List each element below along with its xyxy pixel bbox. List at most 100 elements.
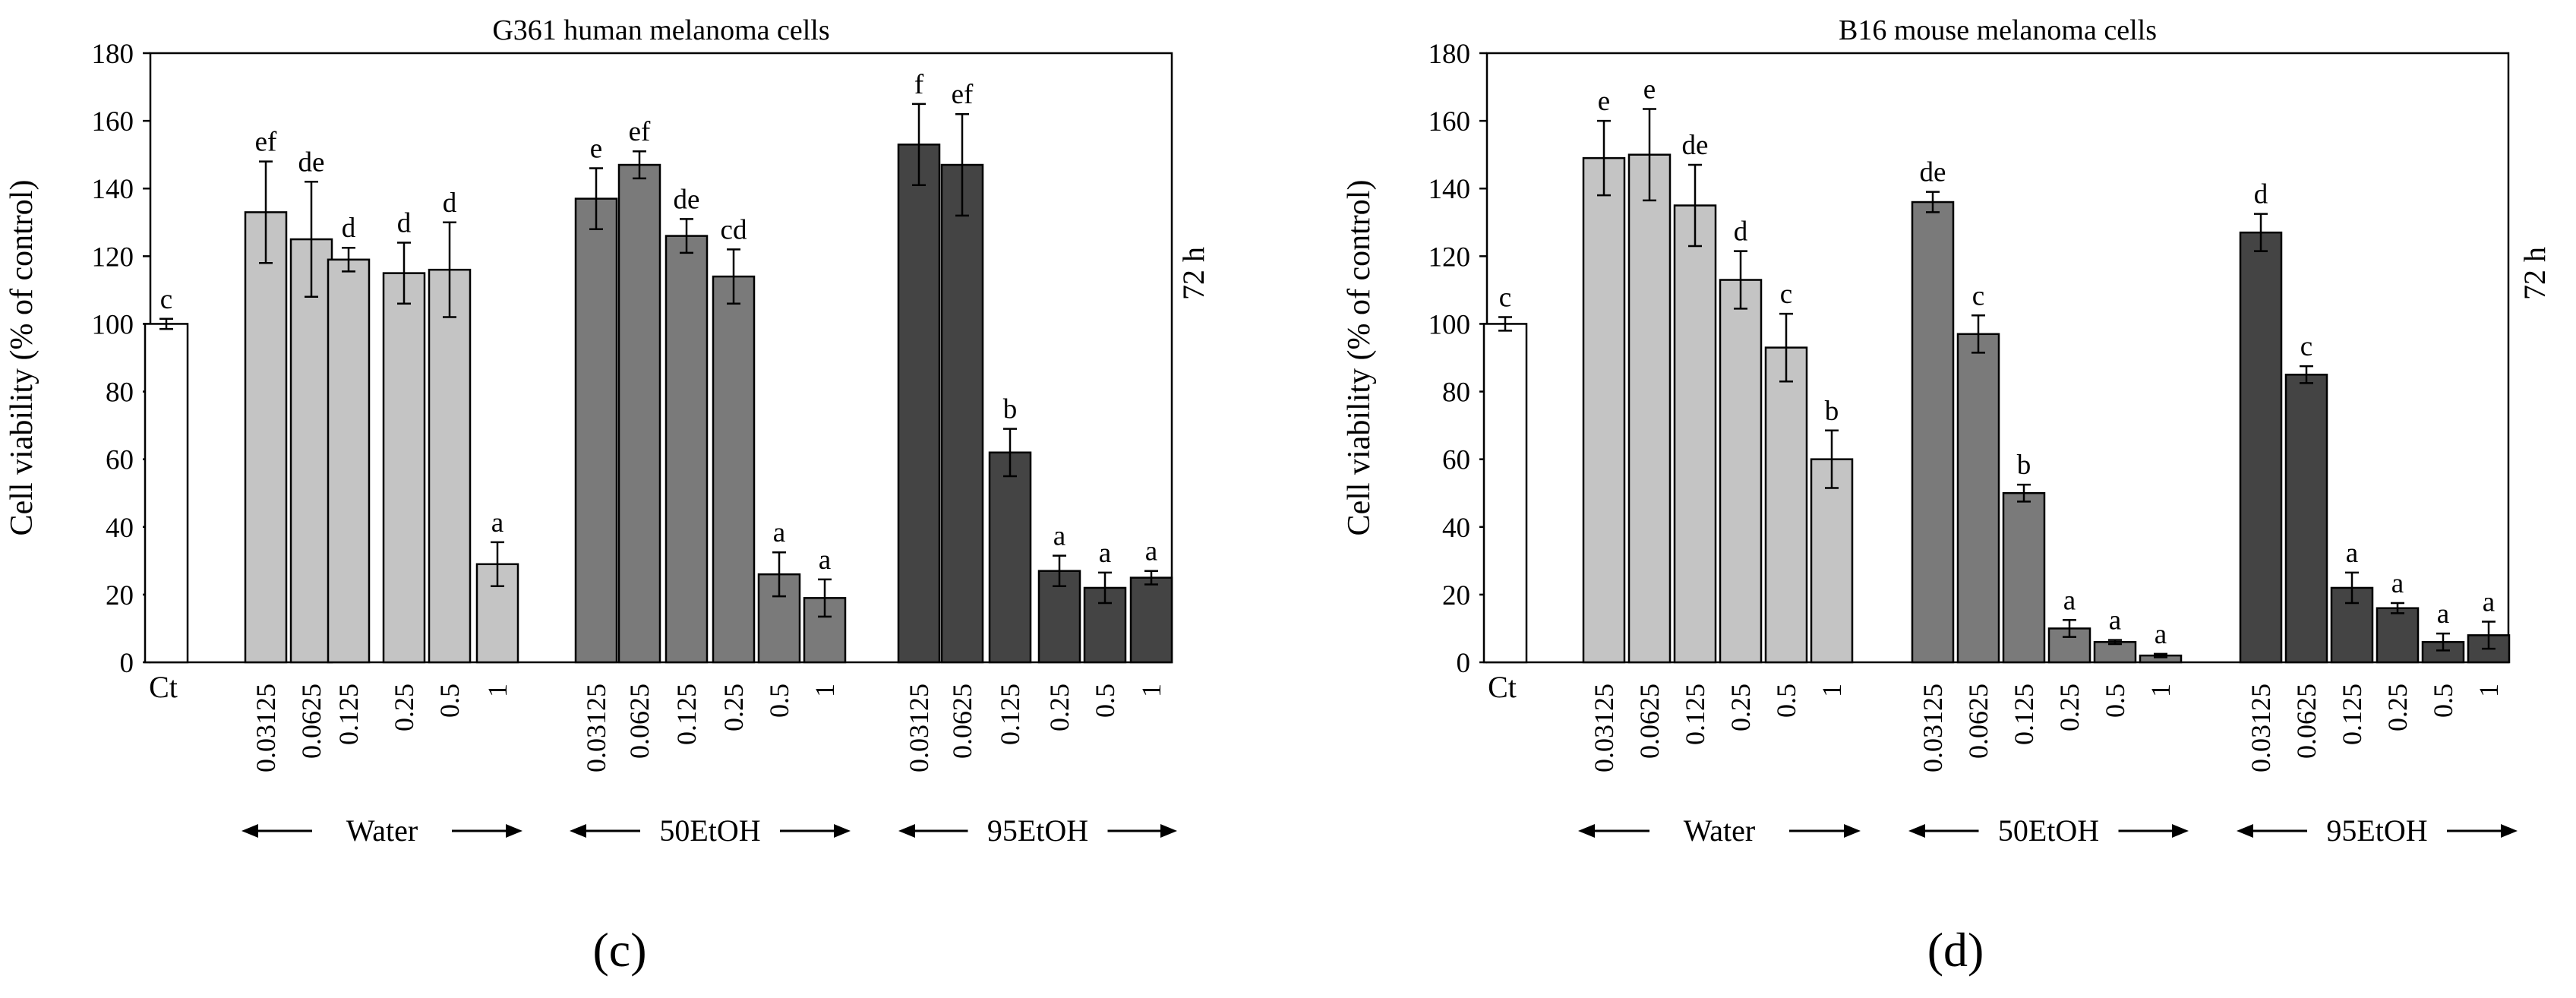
chart-title: B16 mouse melanoma cells xyxy=(1839,14,2157,46)
group-arrow-left-head xyxy=(570,824,586,838)
time-label: 72 h xyxy=(2518,247,2552,300)
significance-letter: a xyxy=(773,517,785,548)
significance-letter: de xyxy=(1682,130,1709,161)
group-arrow-left-head xyxy=(1578,824,1595,838)
x-tick-label: 0.25 xyxy=(1044,684,1075,731)
y-tick-label: 0 xyxy=(1457,648,1471,679)
y-tick-label: 140 xyxy=(1428,174,1471,205)
bar xyxy=(1627,153,1672,664)
bar xyxy=(289,238,333,664)
y-tick-label: 160 xyxy=(1428,106,1471,137)
x-tick-label: 0.25 xyxy=(718,684,749,731)
bar xyxy=(1719,279,1763,664)
group-arrow-right-head xyxy=(1160,824,1177,838)
x-tick-label: 0.03125 xyxy=(2246,684,2276,772)
bar xyxy=(428,268,472,664)
significance-letter: a xyxy=(1145,536,1157,567)
panel-label: (c) xyxy=(592,923,646,977)
x-tick-label: 0.25 xyxy=(389,684,419,731)
bar xyxy=(617,163,661,664)
y-tick-label: 80 xyxy=(106,377,134,409)
x-tick-label: 0.03125 xyxy=(251,684,281,772)
x-tick-label: 0.125 xyxy=(671,684,702,745)
group-arrow-left-head xyxy=(1908,824,1925,838)
x-tick-label: 0.5 xyxy=(2100,684,2130,718)
significance-letter: d xyxy=(342,213,356,244)
bar xyxy=(1911,201,1955,664)
significance-letter: a xyxy=(1099,538,1111,569)
x-tick-label: 0.125 xyxy=(1680,684,1710,745)
bar xyxy=(2284,374,2328,664)
bar xyxy=(1956,333,2000,664)
x-tick-label: 1 xyxy=(1136,684,1166,697)
x-tick-label: 0.25 xyxy=(2054,684,2085,731)
bar xyxy=(1673,204,1717,664)
significance-letter: a xyxy=(2483,587,2495,618)
significance-letter: d xyxy=(443,188,457,219)
group-label: Water xyxy=(1684,813,1756,848)
bar xyxy=(1810,458,1854,664)
x-tick-label: 0.03125 xyxy=(581,684,611,772)
bar xyxy=(2376,607,2420,664)
bar xyxy=(2239,231,2283,664)
x-tick-label: 0.0625 xyxy=(947,684,977,759)
y-tick-label: 40 xyxy=(1442,513,1470,544)
x-tick-label: 0.25 xyxy=(1725,684,1756,731)
bar xyxy=(2093,641,2137,664)
bar xyxy=(2002,491,2046,664)
bar xyxy=(2330,586,2374,664)
x-tick-label: 0.125 xyxy=(333,684,364,745)
group-arrow-right-head xyxy=(834,824,851,838)
y-tick-label: 140 xyxy=(92,174,134,205)
bar xyxy=(382,272,426,664)
significance-letter: a xyxy=(819,545,831,576)
y-tick-label: 160 xyxy=(92,106,134,137)
significance-letter: cd xyxy=(721,214,747,245)
significance-letter: b xyxy=(1003,394,1018,425)
significance-letter: f xyxy=(914,69,924,100)
significance-letter: a xyxy=(1053,521,1065,552)
x-tick-label: 0.5 xyxy=(2428,684,2458,718)
group-arrow-left-head xyxy=(898,824,915,838)
significance-letter: c xyxy=(160,284,172,315)
x-tick-label: 1 xyxy=(2145,684,2176,697)
bar xyxy=(940,163,984,664)
x-tick-label: 1 xyxy=(810,684,840,697)
x-tick-label: 0.5 xyxy=(434,684,465,718)
significance-letter: a xyxy=(2155,619,2167,650)
y-tick-label: 0 xyxy=(120,648,134,679)
group-label: Water xyxy=(346,813,418,848)
x-tick-label: 1 xyxy=(2473,684,2504,697)
bar xyxy=(327,258,371,664)
significance-letter: a xyxy=(2391,568,2404,599)
bar xyxy=(1129,576,1173,664)
bar xyxy=(574,197,618,664)
group-arrow-right-head xyxy=(1844,824,1861,838)
bar xyxy=(144,323,189,664)
x-tick-label: 1 xyxy=(1817,684,1847,697)
x-tick-label: 0.0625 xyxy=(1634,684,1665,759)
significance-letter: a xyxy=(2346,538,2358,569)
y-tick-label: 100 xyxy=(1428,309,1471,340)
y-axis-label: Cell viability (% of control) xyxy=(1342,180,1377,536)
significance-letter: e xyxy=(1643,74,1656,106)
y-tick-label: 20 xyxy=(106,580,134,611)
significance-letter: d xyxy=(2254,179,2268,210)
group-arrow-right-head xyxy=(2501,824,2518,838)
x-tick-label: 0.5 xyxy=(1771,684,1801,718)
x-tick-label: 0.0625 xyxy=(2291,684,2322,759)
significance-letter: c xyxy=(2300,331,2312,362)
significance-letter: e xyxy=(590,133,602,164)
y-tick-label: 120 xyxy=(92,242,134,273)
significance-letter: ef xyxy=(629,116,651,147)
bar xyxy=(712,275,756,664)
significance-letter: c xyxy=(1972,280,1984,311)
x-tick-label: Ct xyxy=(149,670,178,704)
y-tick-label: 80 xyxy=(1442,377,1470,409)
x-tick-label: 1 xyxy=(482,684,513,697)
y-tick-label: 180 xyxy=(1428,39,1471,70)
group-arrow-left-head xyxy=(2237,824,2253,838)
group-label: 50EtOH xyxy=(1998,813,2099,848)
y-tick-label: 180 xyxy=(92,39,134,70)
significance-letter: d xyxy=(1734,216,1748,248)
